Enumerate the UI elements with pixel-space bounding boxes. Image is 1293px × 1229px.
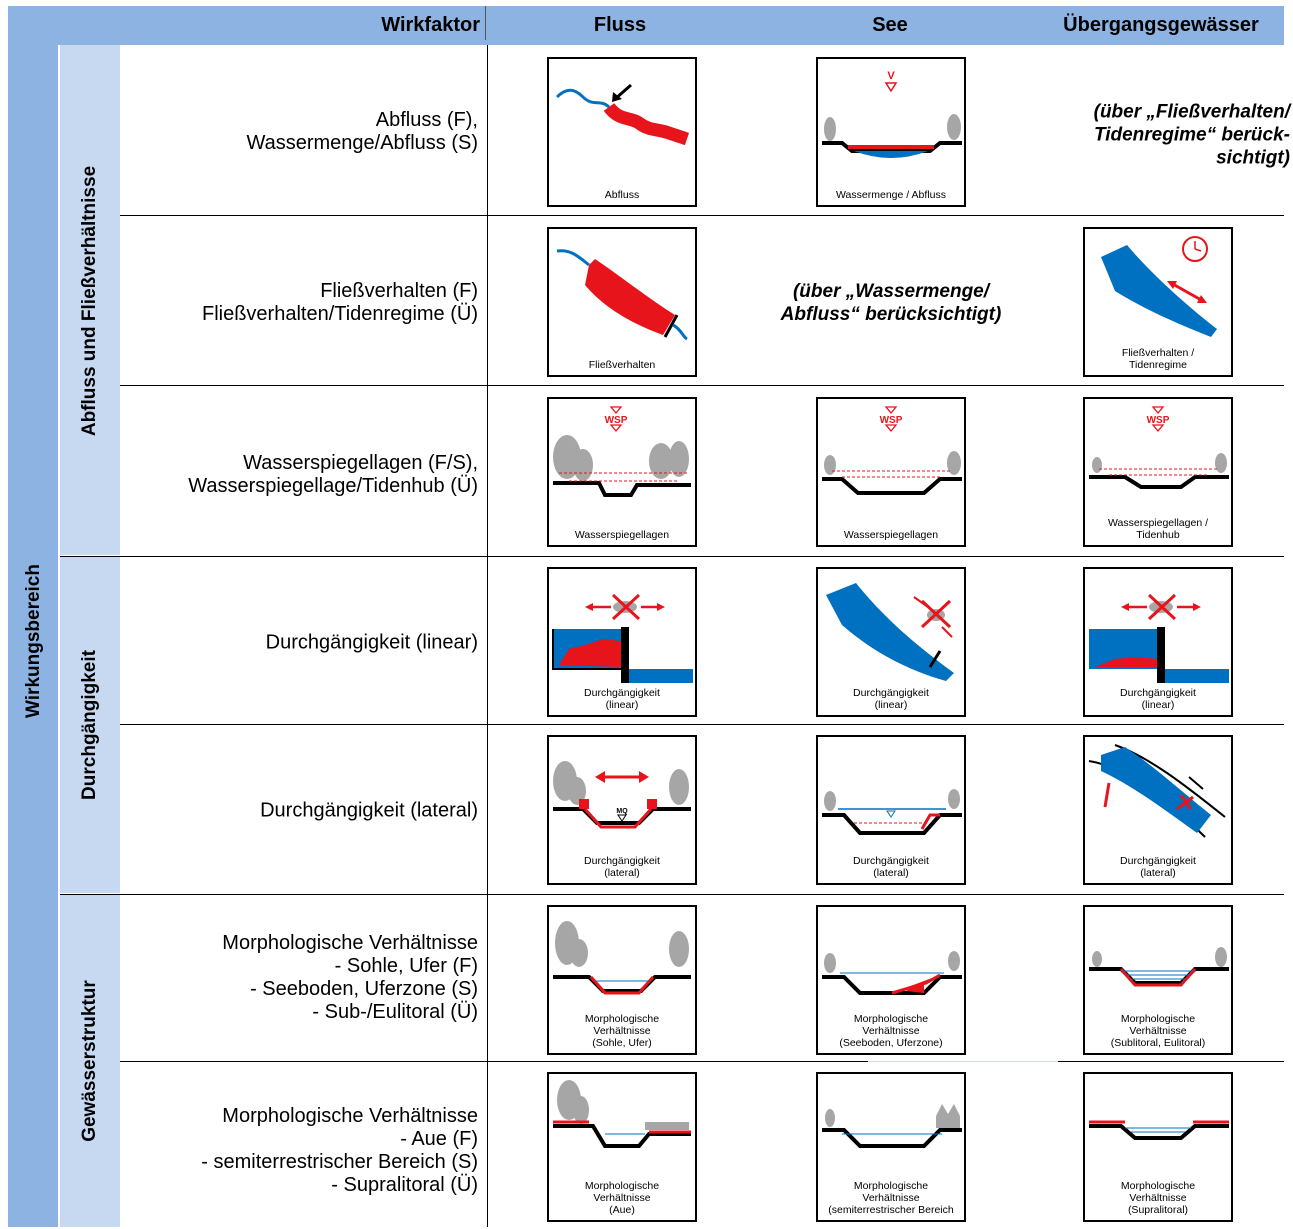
icon-durchgaengigkeit-lateral-fluss: MQ Durchgängigkeit (lateral)	[547, 735, 697, 885]
group-durchgaengigkeit-column	[60, 557, 120, 893]
wirkfaktor-text-1: Abfluss (F), Wassermenge/Abfluss (S)	[246, 109, 478, 154]
icon-wasserspiegellagen-fluss: WSP Wasserspiegellagen	[547, 397, 697, 547]
group-abfluss-column	[60, 45, 120, 555]
caption: Morphologische Verhältnisse (Seeboden, Ufe…	[839, 1013, 943, 1049]
icon-morphologie-seeboden-uferzone: Morphologische Verhältnisse (Seeboden, Ufe…	[816, 905, 966, 1055]
wirkfaktor-text-4: Durchgängigkeit (linear)	[265, 631, 478, 654]
icon-morphologie-supralitoral: Morphologische Verhältnisse (Supralitoral)	[1083, 1072, 1233, 1222]
row-divider	[120, 385, 1284, 386]
mq-label: MQ	[616, 808, 628, 815]
icon-wasserspiegellagen-tidenhub: WSP Wasserspiegellagen / Tidenhub	[1083, 397, 1233, 547]
caption: Fließverhalten / Tidenregime	[1121, 347, 1195, 371]
caption: Abfluss	[604, 189, 640, 201]
icon-durchgaengigkeit-lateral-uebergang: Durchgängigkeit (lateral)	[1083, 735, 1233, 885]
caption: Morphologische Verhältnisse (Supralitoral)	[1120, 1180, 1196, 1216]
header-uebergang: Übergangsgewässer	[1063, 14, 1259, 36]
wirkungsbereich-label: Wirkungsbereich	[23, 564, 44, 718]
icon-morphologie-sublitoral-eulitoral: Morphologische Verhältnisse (Sublitoral, E…	[1083, 905, 1233, 1055]
caption: Morphologische Verhältnisse (semiterrestri…	[828, 1180, 954, 1216]
note-see-row2: (über „Wassermenge/Abfluss“ berücksichti…	[780, 281, 1002, 325]
icon-durchgaengigkeit-linear-see: Durchgängigkeit (linear)	[816, 567, 966, 717]
header-see: See	[872, 14, 908, 36]
wsp-label: WSP	[880, 415, 903, 426]
icon-durchgaengigkeit-lateral-see: Durchgängigkeit (lateral)	[816, 735, 966, 885]
icon-durchgaengigkeit-linear-uebergang: Durchgängigkeit (linear)	[1083, 567, 1233, 717]
caption: Durchgängigkeit (lateral)	[1120, 855, 1196, 879]
caption: Durchgängigkeit (lateral)	[584, 855, 660, 879]
row-divider-faint	[868, 1061, 1058, 1062]
wirkfaktor-text-7: Morphologische Verhältnisse - Aue (F) - s…	[201, 1105, 478, 1196]
icon-morphologie-sohle-ufer: Morphologische Verhältnisse (Sohle, Ufer)	[547, 905, 697, 1055]
row-divider	[60, 556, 1284, 557]
icon-fliessverhalten: Fließverhalten	[547, 227, 697, 377]
table-header: Wirkfaktor Fluss See Übergangsgewässer	[8, 6, 1284, 45]
caption: Fließverhalten	[588, 359, 656, 371]
group-abfluss-label: Abfluss und Fließverhältnisse	[79, 165, 100, 437]
header-fluss: Fluss	[593, 14, 647, 36]
caption: Durchgängigkeit (linear)	[584, 687, 660, 711]
note-uebergang-row1: (über „Fließverhalten/Tidenregime“ berüc…	[1093, 101, 1290, 169]
icon-wassermenge-abfluss: V Wassermenge / Abfluss	[816, 57, 966, 207]
caption: Wasserspiegellagen / Tidenhub	[1108, 517, 1208, 541]
caption: Wassermenge / Abfluss	[836, 189, 946, 201]
wirkfaktor-text-3: Wasserspiegellagen (F/S), Wasserspiegella…	[188, 452, 478, 497]
wsp-label: WSP	[605, 415, 628, 426]
wirkfaktor-text-6: Morphologische Verhältnisse - Sohle, Ufer…	[222, 932, 478, 1023]
row-divider	[60, 894, 1284, 895]
caption: Morphologische Verhältnisse (Aue)	[584, 1180, 660, 1216]
v-symbol: V	[887, 70, 895, 82]
wsp-label: WSP	[1147, 415, 1170, 426]
icon-fliessverhalten-tidenregime: Fließverhalten / Tidenregime	[1083, 227, 1233, 377]
caption: Wasserspiegellagen	[843, 529, 939, 541]
icon-wasserspiegellagen-see: WSP Wasserspiegellagen	[816, 397, 966, 547]
caption: Durchgängigkeit (lateral)	[853, 855, 929, 879]
group-gewaesserstruktur-column	[60, 895, 120, 1227]
caption: Durchgängigkeit (linear)	[1120, 687, 1196, 711]
header-divider	[485, 6, 486, 40]
wirkfaktor-text-2: Fließverhalten (F) Fließverhalten/Tidenre…	[201, 280, 478, 325]
wirkfaktor-text-5: Durchgängigkeit (lateral)	[260, 799, 478, 822]
row-divider	[120, 215, 1284, 216]
icon-morphologie-semiterrestrisch: Morphologische Verhältnisse (semiterrestri…	[816, 1072, 966, 1222]
caption: Morphologische Verhältnisse (Sohle, Ufer)	[584, 1013, 660, 1049]
caption: Wasserspiegellagen	[574, 529, 670, 541]
row-divider	[120, 1061, 1284, 1062]
caption: Durchgängigkeit (linear)	[853, 687, 929, 711]
icon-abfluss: Abfluss	[547, 57, 697, 207]
group-gewaesserstruktur-label: Gewässerstruktur	[79, 980, 100, 1142]
column-divider	[487, 45, 488, 1227]
header-wirkfaktor: Wirkfaktor	[381, 14, 480, 36]
icon-durchgaengigkeit-linear-fluss: Durchgängigkeit (linear)	[547, 567, 697, 717]
caption: Morphologische Verhältnisse (Sublitoral, E…	[1110, 1013, 1206, 1049]
row-divider	[120, 724, 1284, 725]
wirkungsbereich-column	[8, 45, 58, 1227]
icon-morphologie-aue: Morphologische Verhältnisse (Aue)	[547, 1072, 697, 1222]
group-durchgaengigkeit-label: Durchgängigkeit	[79, 650, 100, 800]
